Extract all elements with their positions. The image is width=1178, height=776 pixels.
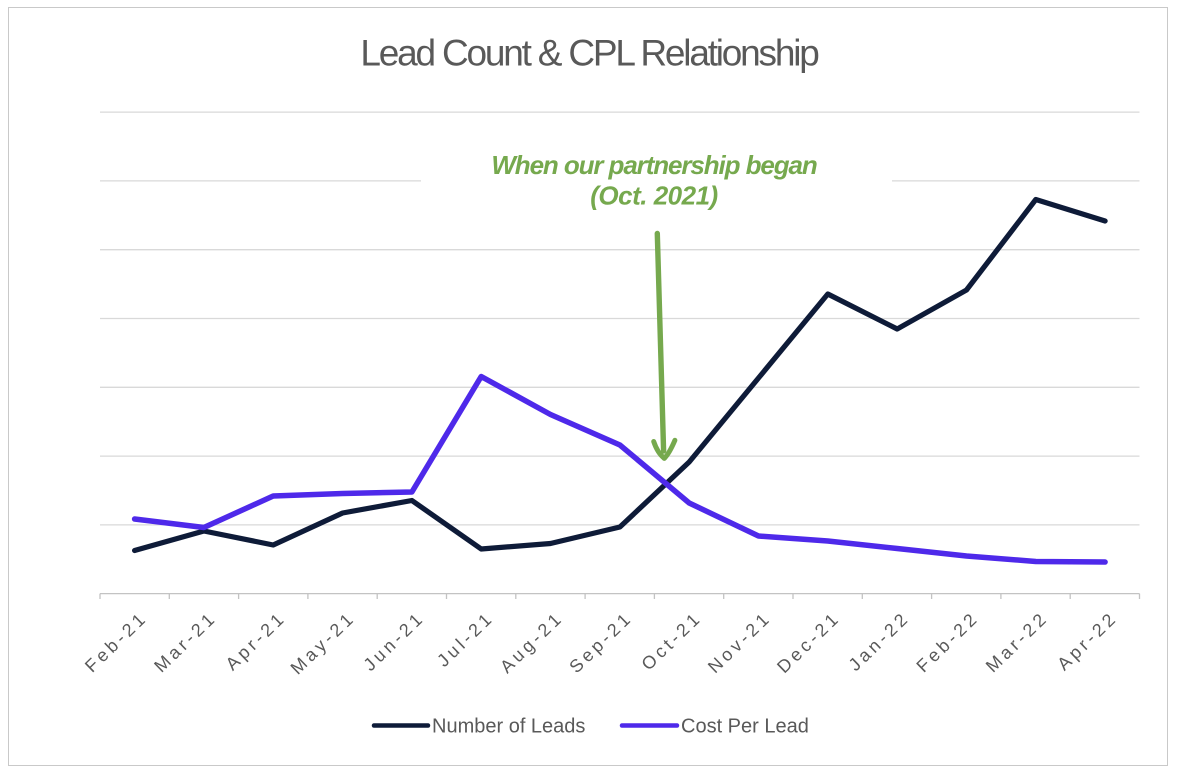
svg-text:Cost Per Lead: Cost Per Lead: [681, 716, 809, 738]
svg-text:Number of Leads: Number of Leads: [432, 716, 585, 738]
svg-text:(Oct. 2021): (Oct. 2021): [590, 181, 717, 211]
svg-text:Lead Count & CPL Relationship: Lead Count & CPL Relationship: [360, 33, 819, 74]
svg-text:When our partnership began: When our partnership began: [491, 150, 817, 180]
